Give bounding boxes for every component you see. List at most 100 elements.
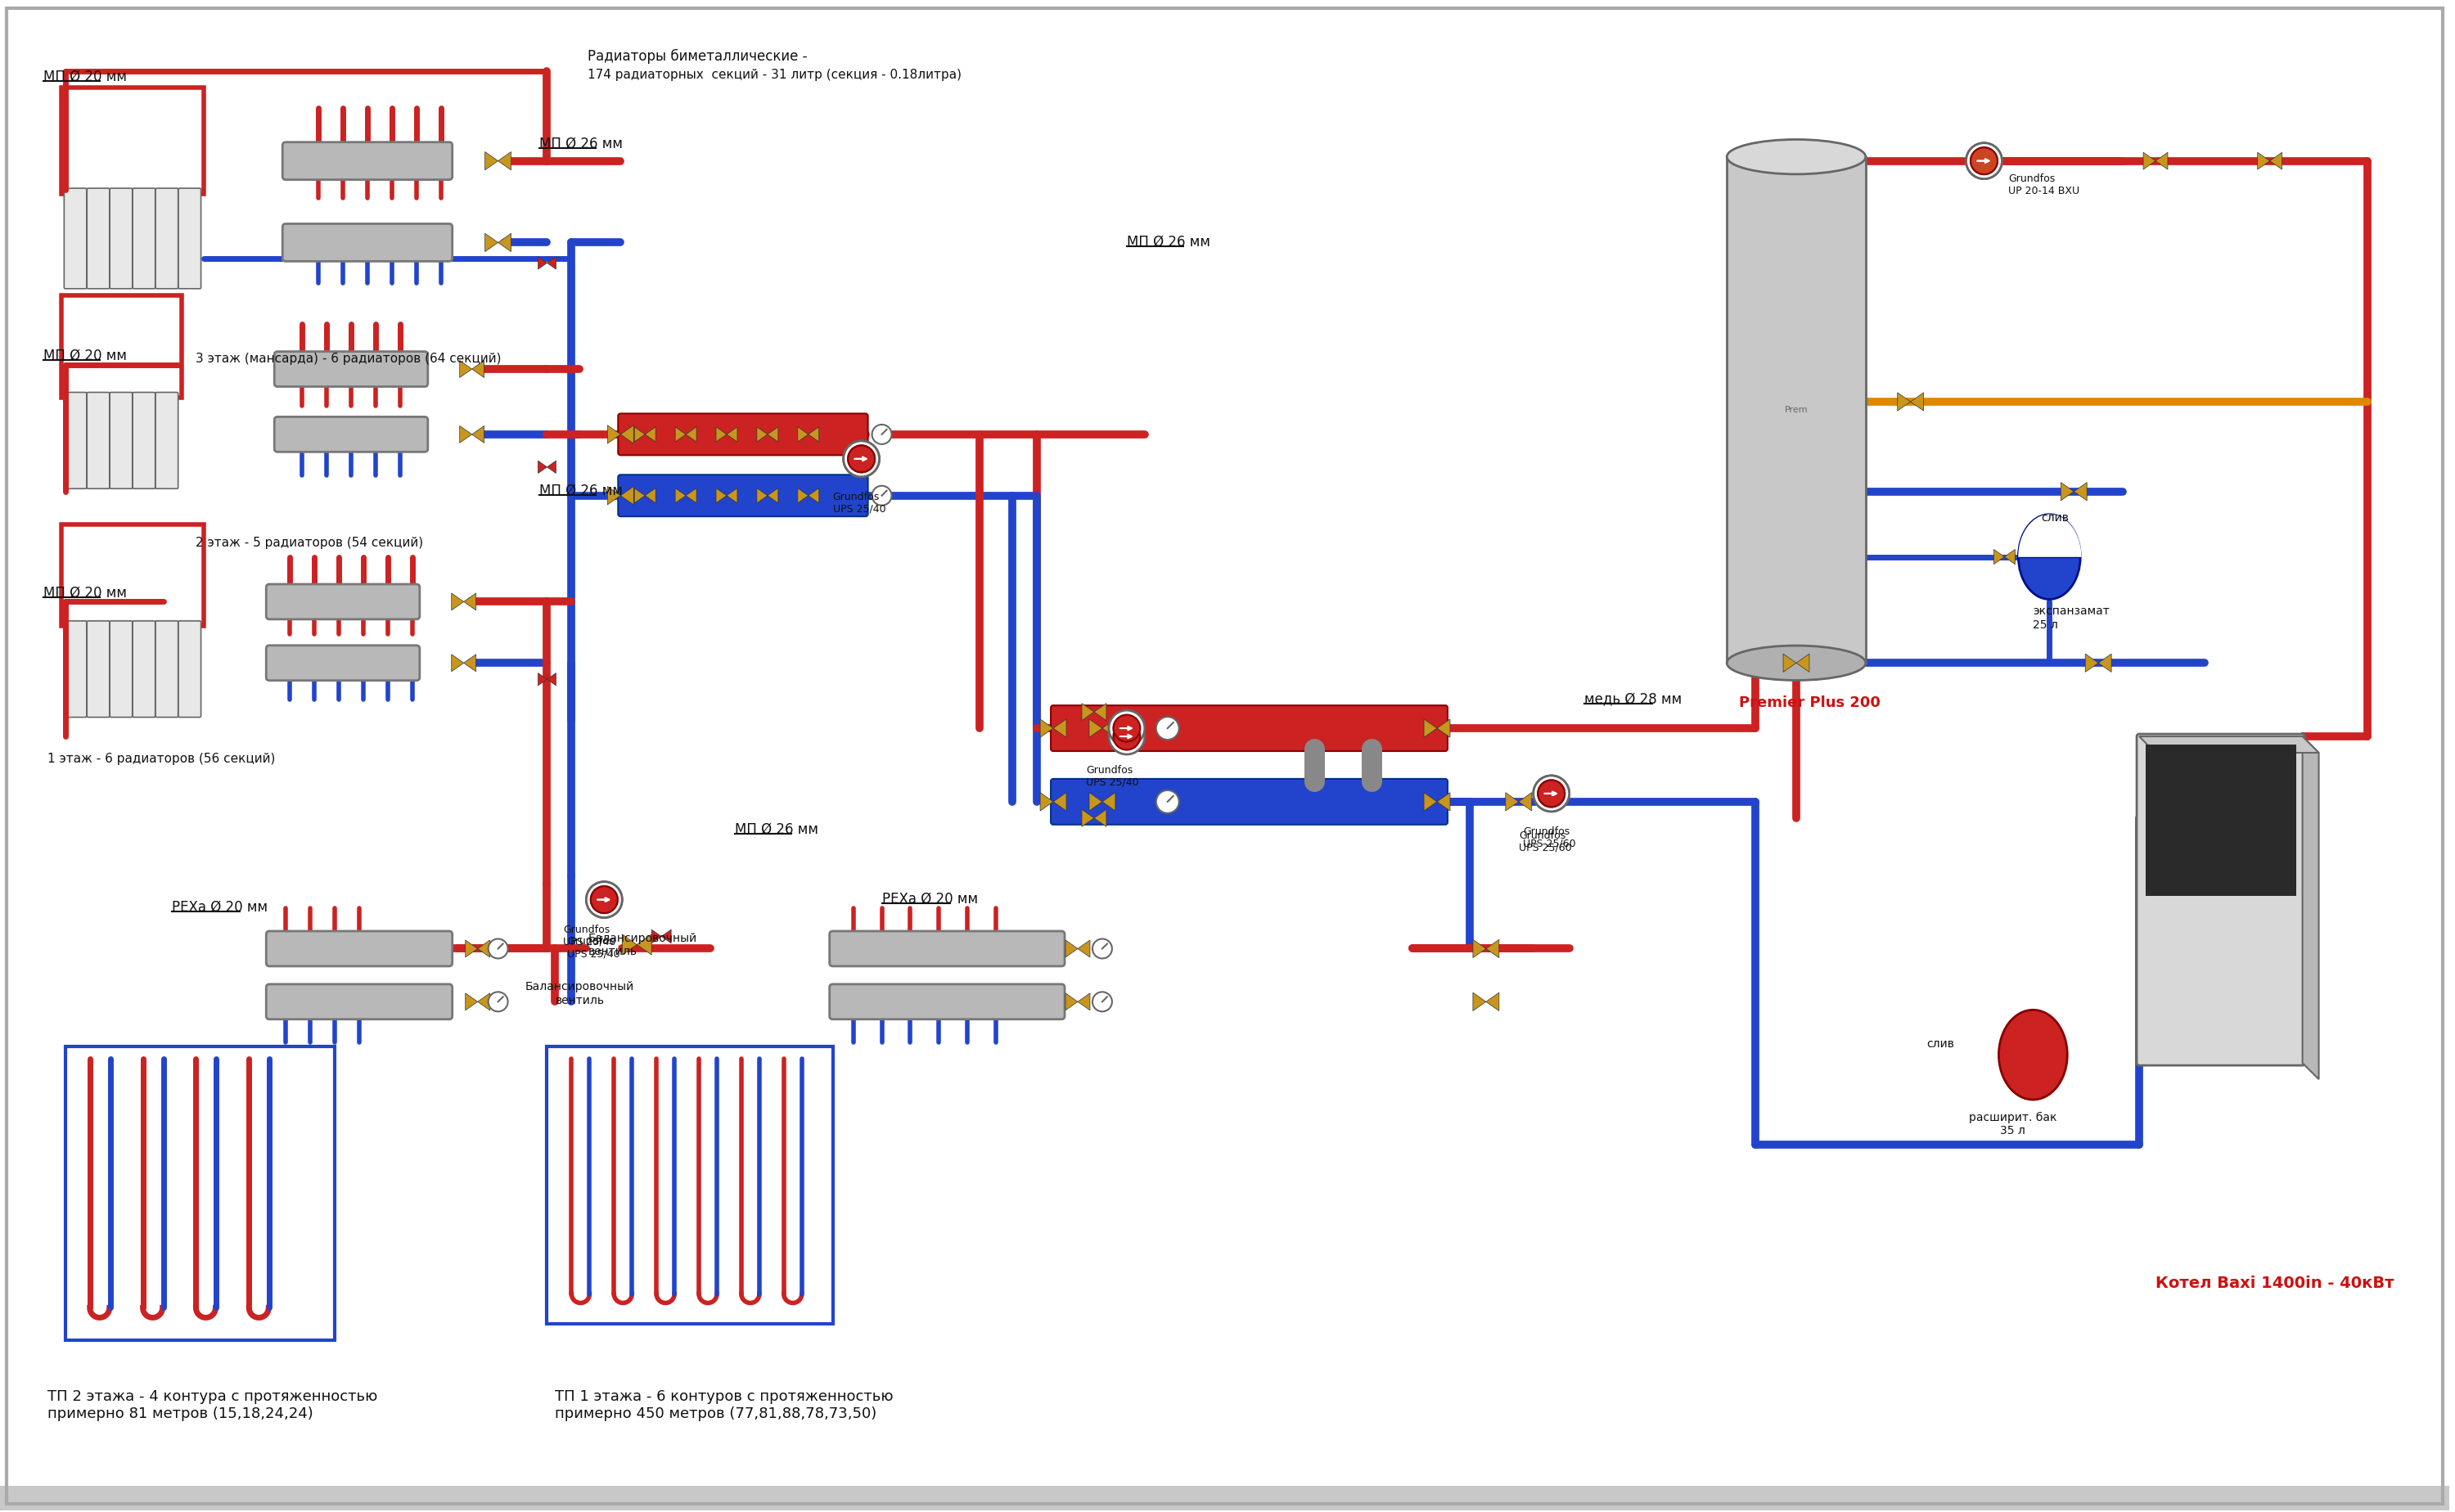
Polygon shape xyxy=(1078,993,1090,1010)
Polygon shape xyxy=(466,993,479,1010)
Polygon shape xyxy=(808,488,820,503)
Polygon shape xyxy=(1065,940,1078,957)
FancyBboxPatch shape xyxy=(619,414,869,455)
Bar xyxy=(1726,157,1866,662)
Polygon shape xyxy=(1090,792,1102,810)
Polygon shape xyxy=(2271,153,2283,169)
Text: расширит. бак
35 л: расширит. бак 35 л xyxy=(1969,1111,2057,1137)
Circle shape xyxy=(592,886,619,913)
Text: МП Ø 26 мм: МП Ø 26 мм xyxy=(734,823,818,836)
Text: Grundfos
UPS 25/40: Grundfos UPS 25/40 xyxy=(562,924,616,947)
Polygon shape xyxy=(717,426,727,442)
Text: ТП 1 этажа - 6 контуров с протяженностью
примерно 450 метров (77,81,88,78,73,50): ТП 1 этажа - 6 контуров с протяженностью… xyxy=(555,1390,894,1421)
Circle shape xyxy=(1537,780,1564,807)
Polygon shape xyxy=(547,673,555,685)
Polygon shape xyxy=(1993,549,2003,564)
Circle shape xyxy=(489,939,508,959)
FancyBboxPatch shape xyxy=(265,646,420,680)
Polygon shape xyxy=(1095,809,1107,827)
Text: Prem: Prem xyxy=(1785,405,1807,414)
Polygon shape xyxy=(459,426,471,443)
Text: РЕХа Ø 20 мм: РЕХа Ø 20 мм xyxy=(881,892,977,906)
Text: экспанзамат
25 л: экспанзамат 25 л xyxy=(2033,606,2109,631)
Polygon shape xyxy=(606,487,621,505)
Polygon shape xyxy=(2074,482,2087,500)
Polygon shape xyxy=(1102,792,1115,810)
Text: Grundfos
UPS 25/40: Grundfos UPS 25/40 xyxy=(567,936,621,959)
FancyBboxPatch shape xyxy=(133,392,155,488)
Polygon shape xyxy=(1485,992,1500,1012)
Polygon shape xyxy=(1505,792,1520,810)
Polygon shape xyxy=(1078,940,1090,957)
Text: Grundfos
UP 20-14 BXU: Grundfos UP 20-14 BXU xyxy=(2008,174,2079,197)
Polygon shape xyxy=(675,426,685,442)
Polygon shape xyxy=(633,488,646,503)
Ellipse shape xyxy=(1726,139,1866,174)
Text: Балансировочный
вентиль: Балансировочный вентиль xyxy=(525,981,633,1005)
FancyBboxPatch shape xyxy=(830,931,1065,966)
Polygon shape xyxy=(2143,153,2155,169)
Bar xyxy=(61,88,204,194)
Polygon shape xyxy=(685,426,697,442)
Circle shape xyxy=(1971,148,1998,174)
Text: Grundfos
UPS 25/40: Grundfos UPS 25/40 xyxy=(832,491,886,514)
FancyBboxPatch shape xyxy=(64,189,86,289)
FancyBboxPatch shape xyxy=(2136,733,2305,1066)
FancyBboxPatch shape xyxy=(86,392,110,488)
Polygon shape xyxy=(660,930,670,943)
Polygon shape xyxy=(798,426,808,442)
Polygon shape xyxy=(808,426,820,442)
FancyBboxPatch shape xyxy=(155,189,179,289)
Circle shape xyxy=(1966,144,2001,178)
Polygon shape xyxy=(1782,653,1797,671)
Circle shape xyxy=(847,446,874,472)
Polygon shape xyxy=(2084,653,2099,671)
FancyBboxPatch shape xyxy=(282,224,452,262)
FancyBboxPatch shape xyxy=(265,584,420,620)
Circle shape xyxy=(845,442,879,476)
FancyBboxPatch shape xyxy=(110,392,133,488)
Polygon shape xyxy=(1424,792,1436,810)
Ellipse shape xyxy=(2018,514,2079,599)
Polygon shape xyxy=(675,488,685,503)
Text: Grundfos
UPS 25/60: Grundfos UPS 25/60 xyxy=(1520,830,1571,853)
Text: Premier Plus 200: Premier Plus 200 xyxy=(1738,696,1881,711)
Circle shape xyxy=(845,442,879,476)
Polygon shape xyxy=(486,233,498,251)
FancyBboxPatch shape xyxy=(133,621,155,717)
Circle shape xyxy=(592,886,619,913)
Bar xyxy=(66,1046,334,1341)
Polygon shape xyxy=(1083,809,1095,827)
Polygon shape xyxy=(1436,792,1451,810)
Bar xyxy=(0,1486,2450,1510)
Polygon shape xyxy=(717,488,727,503)
Text: Grundfos
UPS 25/60: Grundfos UPS 25/60 xyxy=(1522,826,1576,850)
Polygon shape xyxy=(621,425,633,443)
Circle shape xyxy=(1537,780,1564,807)
Polygon shape xyxy=(2099,653,2111,671)
Polygon shape xyxy=(633,426,646,442)
Circle shape xyxy=(1112,715,1139,742)
FancyBboxPatch shape xyxy=(275,417,427,452)
Polygon shape xyxy=(2003,549,2016,564)
Circle shape xyxy=(587,881,621,918)
FancyBboxPatch shape xyxy=(282,142,452,180)
Polygon shape xyxy=(1083,703,1095,721)
Polygon shape xyxy=(547,257,555,269)
Text: медь Ø 28 мм: медь Ø 28 мм xyxy=(1583,691,1682,706)
Text: слив: слив xyxy=(2040,513,2070,523)
Text: Котел Baxi 1400in - 40кВт: Котел Baxi 1400in - 40кВт xyxy=(2155,1275,2394,1291)
Text: Grundfos
UPS 25/40: Grundfos UPS 25/40 xyxy=(1085,765,1139,788)
Polygon shape xyxy=(646,488,655,503)
Polygon shape xyxy=(498,233,511,251)
Polygon shape xyxy=(538,673,547,685)
Circle shape xyxy=(1092,939,1112,959)
Polygon shape xyxy=(1485,939,1500,957)
FancyBboxPatch shape xyxy=(830,984,1065,1019)
FancyBboxPatch shape xyxy=(64,392,86,488)
Polygon shape xyxy=(1090,720,1102,738)
Polygon shape xyxy=(486,151,498,169)
Polygon shape xyxy=(538,257,547,269)
Text: МП Ø 26 мм: МП Ø 26 мм xyxy=(540,136,624,151)
Circle shape xyxy=(1534,776,1569,812)
